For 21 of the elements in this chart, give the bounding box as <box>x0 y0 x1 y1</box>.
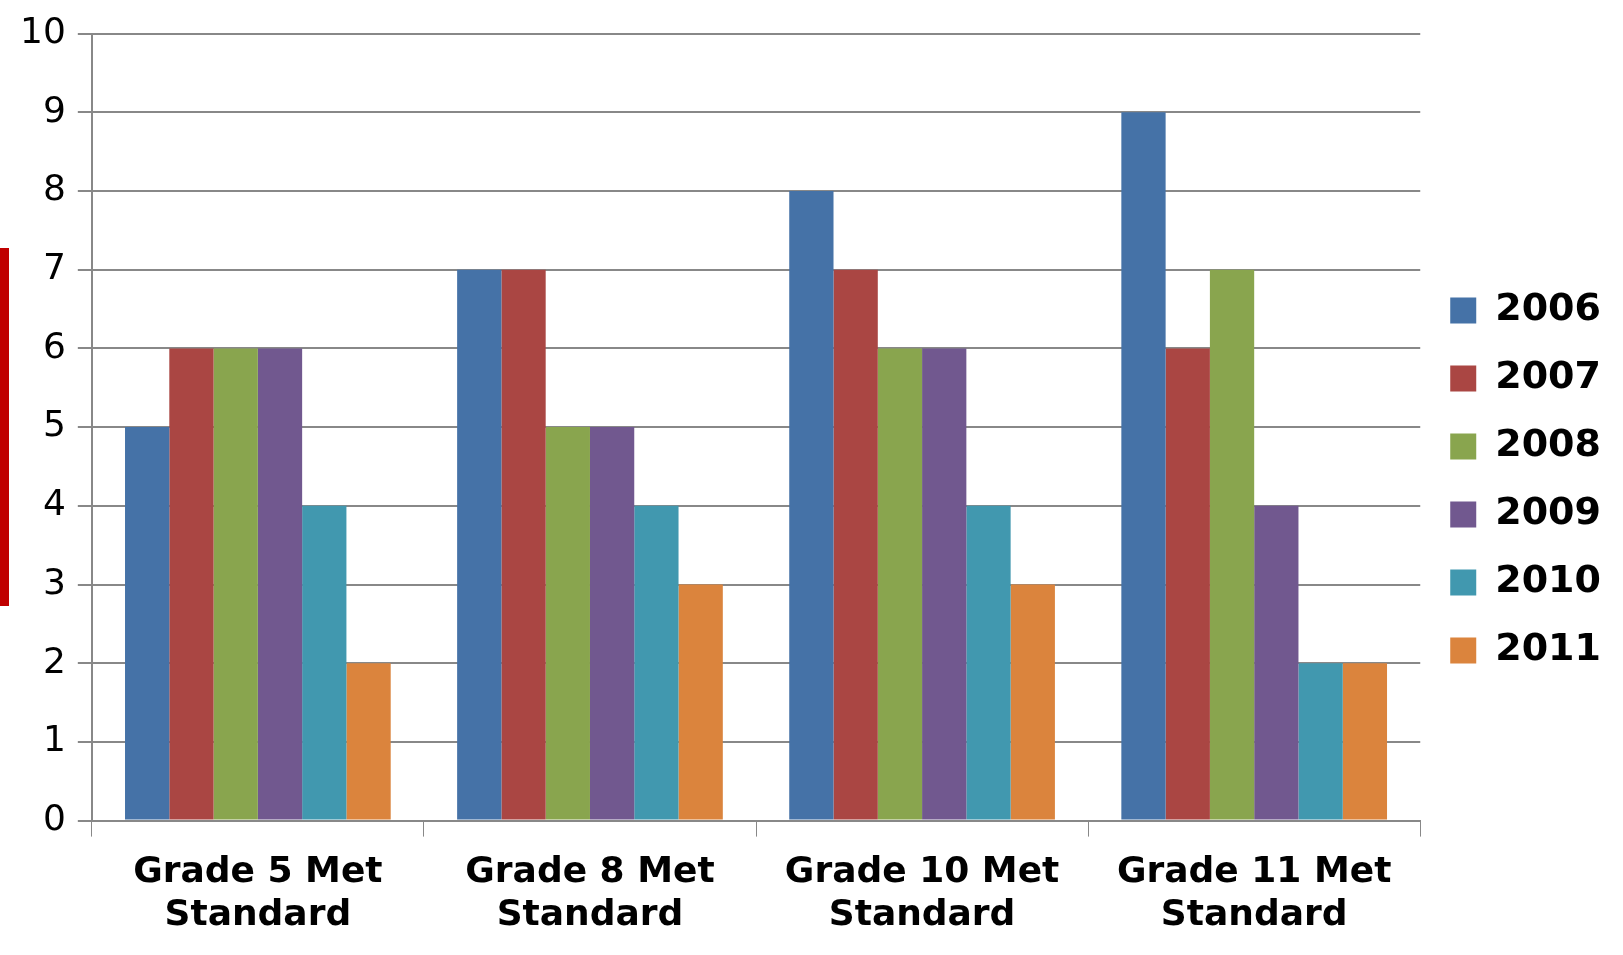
legend-label: 2011 <box>1495 625 1601 670</box>
y-tick-label: 8 <box>42 167 66 209</box>
y-tick-label: 7 <box>42 246 66 288</box>
x-tick-label: Grade 8 Met Standard <box>465 848 715 933</box>
y-tick-label: 9 <box>42 88 66 130</box>
y-tick-label: 0 <box>42 796 66 838</box>
legend-label: 2008 <box>1495 421 1601 466</box>
legend-label: 2009 <box>1495 489 1601 534</box>
y-tick-label: 4 <box>42 482 66 524</box>
legend-label: 2007 <box>1495 353 1601 398</box>
y-tick-label: 1 <box>42 718 66 760</box>
y-tick-label: 6 <box>42 324 66 366</box>
y-tick-label: 10 <box>20 9 66 51</box>
x-tick-label: Grade 10 Met Standard <box>784 848 1060 933</box>
y-tick-label: 3 <box>42 560 66 602</box>
legend-label: 2006 <box>1495 285 1601 330</box>
y-tick-label: 5 <box>42 403 66 445</box>
x-tick-label: Grade 5 Met Standard <box>133 848 383 933</box>
legend-label: 2010 <box>1495 557 1601 602</box>
x-tick-label: Grade 11 Met Standard <box>1116 848 1392 933</box>
y-tick-label: 2 <box>42 639 66 681</box>
